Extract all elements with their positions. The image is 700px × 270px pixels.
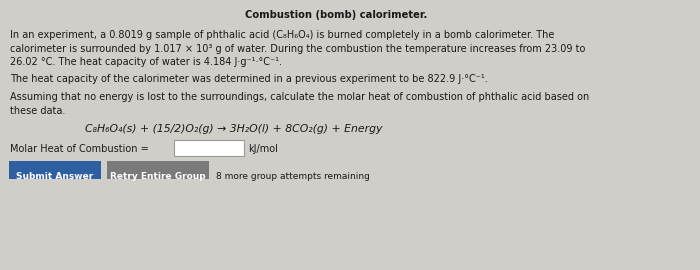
Text: Submit Answer: Submit Answer bbox=[16, 172, 94, 181]
Text: calorimeter is surrounded by 1.017 × 10³ g of water. During the combustion the t: calorimeter is surrounded by 1.017 × 10³… bbox=[10, 43, 585, 53]
FancyBboxPatch shape bbox=[9, 161, 101, 179]
FancyBboxPatch shape bbox=[174, 140, 244, 156]
Text: these data.: these data. bbox=[10, 106, 65, 116]
Text: In an experiment, a 0.8019 g sample of phthalic acid (C₈H₆O₄) is burned complete: In an experiment, a 0.8019 g sample of p… bbox=[10, 30, 554, 40]
Text: Molar Heat of Combustion =: Molar Heat of Combustion = bbox=[10, 144, 148, 154]
Text: 8 more group attempts remaining: 8 more group attempts remaining bbox=[216, 172, 370, 181]
Text: C₈H₆O₄(s) + (15/2)O₂(g) → 3H₂O(l) + 8CO₂(g) + Energy: C₈H₆O₄(s) + (15/2)O₂(g) → 3H₂O(l) + 8CO₂… bbox=[85, 124, 382, 134]
Text: Combustion (bomb) calorimeter.: Combustion (bomb) calorimeter. bbox=[245, 10, 428, 20]
Text: kJ/mol: kJ/mol bbox=[248, 144, 278, 154]
FancyBboxPatch shape bbox=[107, 161, 209, 179]
Text: Assuming that no energy is lost to the surroundings, calculate the molar heat of: Assuming that no energy is lost to the s… bbox=[10, 92, 589, 102]
Text: Retry Entire Group: Retry Entire Group bbox=[110, 172, 206, 181]
Text: The heat capacity of the calorimeter was determined in a previous experiment to : The heat capacity of the calorimeter was… bbox=[10, 75, 488, 85]
Text: 26.02 °C. The heat capacity of water is 4.184 J·g⁻¹·°C⁻¹.: 26.02 °C. The heat capacity of water is … bbox=[10, 57, 282, 67]
